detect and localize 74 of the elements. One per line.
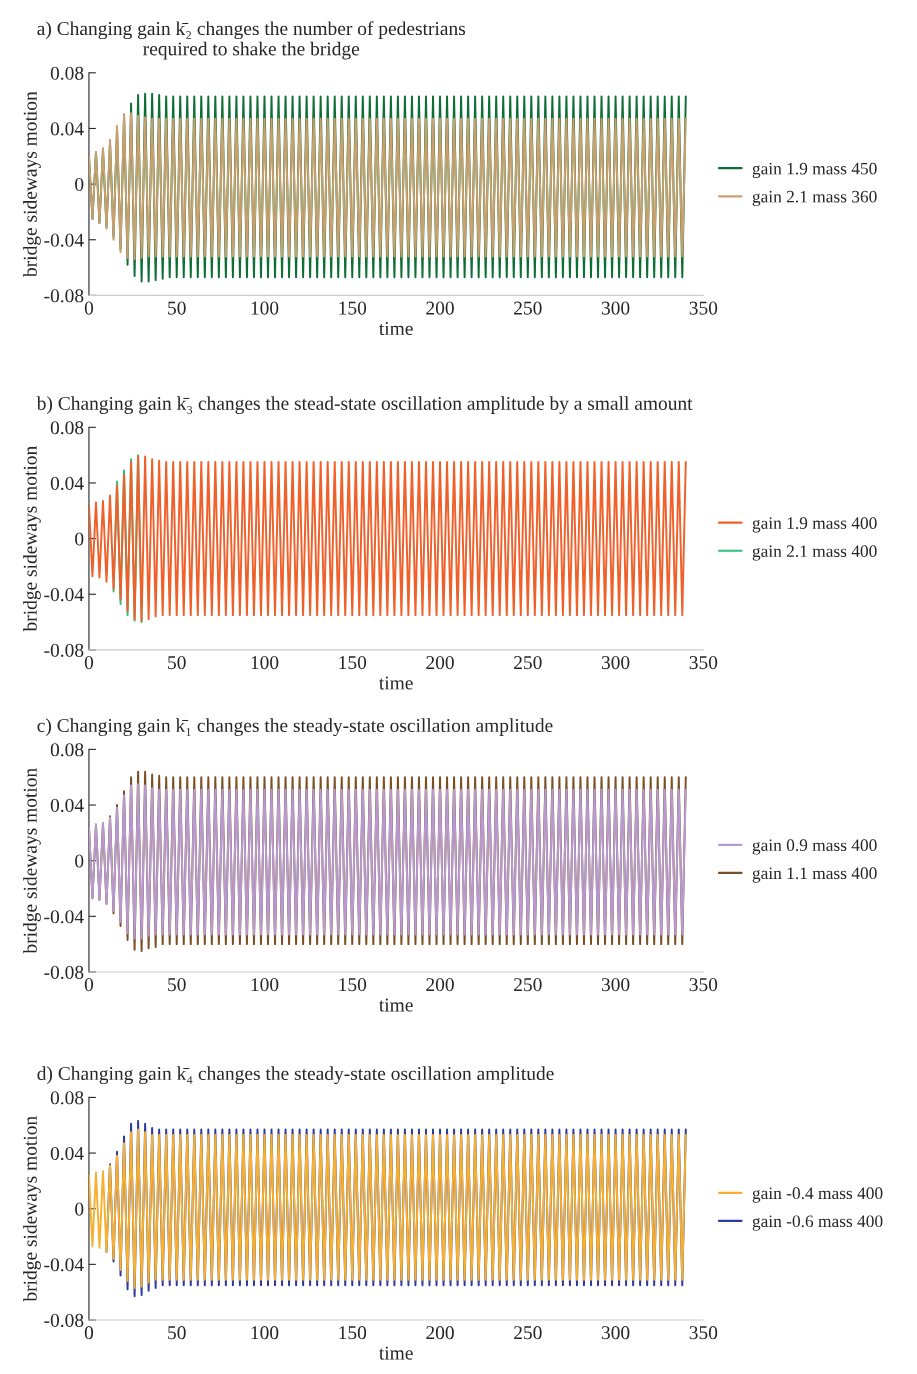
x-axis-title: time — [379, 321, 413, 336]
y-tick-label: 0 — [75, 532, 84, 546]
x-axis-title: time — [379, 998, 413, 1012]
x-tick-label: 250 — [514, 978, 542, 992]
legend-label: gain 2.1 mass 360 — [752, 190, 877, 207]
x-tick-label: 0 — [84, 301, 94, 315]
x-tick-label: 300 — [601, 656, 630, 670]
x-tick-label: 250 — [514, 301, 542, 315]
y-tick-label: -0.08 — [44, 289, 84, 303]
x-tick-label: 0 — [84, 978, 94, 992]
x-tick-label: 200 — [426, 656, 454, 670]
y-tick-label: 0.08 — [50, 1091, 84, 1105]
x-tick-label: 50 — [168, 978, 186, 992]
y-tick-label: 0.08 — [50, 421, 84, 435]
x-tick-label: 100 — [251, 978, 279, 992]
y-tick-label: 0.08 — [50, 66, 84, 80]
x-tick-label: 200 — [426, 978, 454, 992]
x-tick-label: 250 — [514, 1326, 542, 1340]
x-tick-label: 150 — [339, 978, 367, 992]
chart-title: a) Changing gain k̄₂ changes the number of pedestrians required to shake the bridge — [37, 21, 466, 60]
y-tick-label: -0.04 — [44, 233, 84, 247]
x-tick-label: 150 — [339, 1326, 367, 1340]
x-tick-label: 200 — [426, 301, 454, 315]
legend-label: gain 1.1 mass 400 — [752, 867, 877, 883]
y-tick-label: 0 — [75, 177, 84, 192]
x-tick-label: 350 — [689, 656, 718, 670]
x-tick-label: 150 — [339, 301, 367, 315]
y-tick-label: 0 — [75, 1202, 84, 1216]
x-tick-label: 350 — [689, 978, 718, 992]
x-tick-label: 300 — [601, 978, 630, 992]
x-axis-title: time — [379, 1346, 413, 1360]
y-tick-label: 0.04 — [50, 122, 84, 136]
y-tick-label: -0.08 — [44, 643, 84, 657]
x-tick-label: 0 — [84, 656, 94, 670]
x-tick-label: 350 — [689, 301, 718, 315]
y-tick-label: -0.04 — [44, 1258, 84, 1272]
chart-title: d) Changing gain k̄₄ changes the steady-state oscillation amplitude — [37, 1066, 554, 1085]
x-tick-label: 150 — [339, 656, 367, 670]
y-tick-label: -0.08 — [44, 965, 84, 979]
legend-label: gain 1.9 mass 450 — [752, 162, 877, 179]
x-tick-label: 50 — [168, 301, 186, 315]
legend-label: gain -0.4 mass 400 — [752, 1187, 883, 1203]
chart-title: c) Changing gain k̄₁ changes the steady-state oscillation amplitude — [37, 718, 553, 737]
x-tick-label: 100 — [251, 656, 279, 670]
x-tick-label: 200 — [426, 1326, 454, 1340]
x-tick-label: 50 — [168, 1326, 186, 1340]
y-tick-label: 0.04 — [50, 476, 84, 490]
chart-title: b) Changing gain k̄₃ changes the stead-state oscillation amplitude by a small amount — [36, 396, 693, 414]
y-axis-title: bridge sideways motion — [23, 1116, 41, 1302]
x-tick-label: 300 — [601, 1326, 630, 1340]
y-axis-title: bridge sideways motion — [23, 446, 41, 632]
y-tick-label: 0.04 — [50, 798, 84, 813]
x-tick-label: 0 — [84, 1326, 94, 1340]
y-tick-label: 0.08 — [50, 743, 84, 757]
y-tick-label: -0.04 — [44, 588, 84, 602]
x-tick-label: 100 — [251, 1326, 279, 1340]
legend-label: gain -0.6 mass 400 — [752, 1215, 883, 1231]
y-axis-title: bridge sideways motion — [23, 768, 41, 954]
x-tick-label: 350 — [689, 1326, 718, 1340]
legend-label: gain 2.1 mass 400 — [752, 545, 877, 561]
line-series — [88, 455, 687, 622]
y-axis-title: bridge sideways motion — [23, 91, 41, 278]
x-tick-label: 100 — [251, 301, 279, 315]
x-axis-title: time — [379, 676, 413, 690]
y-tick-label: -0.04 — [44, 910, 84, 924]
y-tick-label: 0.04 — [50, 1146, 84, 1161]
y-tick-label: -0.08 — [44, 1313, 84, 1328]
x-tick-label: 250 — [514, 656, 542, 670]
line-series — [88, 112, 687, 261]
x-tick-label: 50 — [168, 656, 186, 670]
legend-label: gain 0.9 mass 400 — [752, 839, 877, 855]
y-tick-label: 0 — [75, 854, 84, 868]
legend-label: gain 1.9 mass 400 — [752, 517, 877, 533]
x-tick-label: 300 — [601, 301, 630, 315]
